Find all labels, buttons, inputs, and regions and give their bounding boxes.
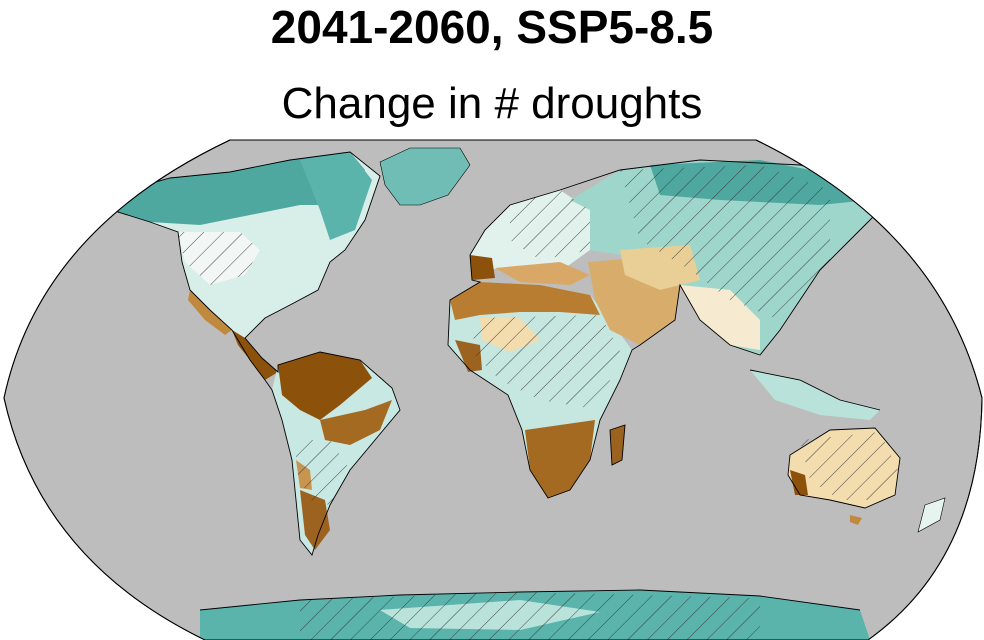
map-subtitle: Change in # droughts [281, 79, 703, 128]
coastlines [117, 151, 901, 611]
map-title: 2041-2060, SSP5-8.5 [270, 1, 714, 53]
globe-outline [3, 139, 983, 640]
hatch-overlay [178, 165, 898, 640]
greenland [379, 147, 471, 206]
south-america [272, 352, 400, 555]
new-zealand [917, 497, 946, 533]
